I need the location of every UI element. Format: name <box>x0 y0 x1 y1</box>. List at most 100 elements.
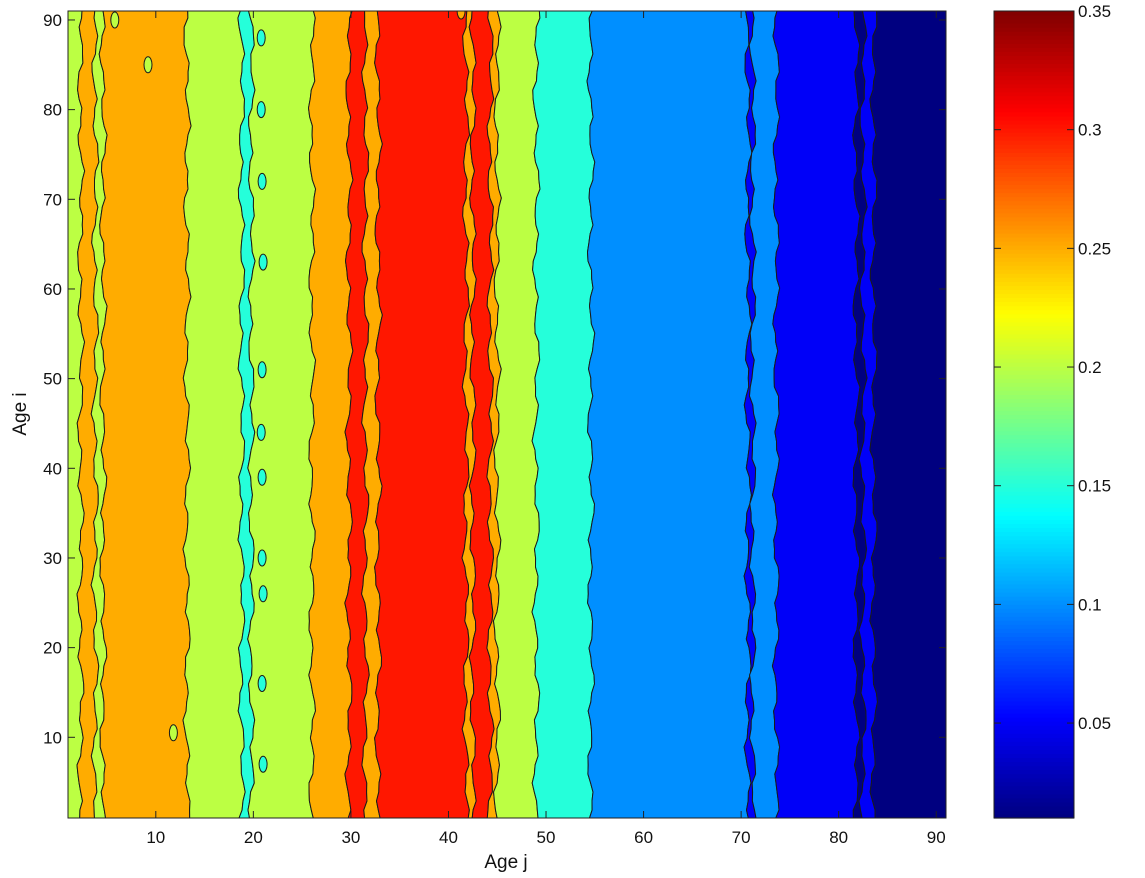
colorbar-cell <box>994 156 1074 161</box>
colorbar-cell <box>994 676 1074 682</box>
colorbar-cell <box>994 551 1074 557</box>
x-tick-label: 20 <box>244 828 263 847</box>
colorbar-gradient <box>994 11 1074 819</box>
colorbar-cell <box>994 180 1074 186</box>
colorbar-cell <box>994 329 1074 335</box>
colorbar-cell <box>994 115 1074 121</box>
colorbar-cell <box>994 535 1074 541</box>
colorbar-cell <box>994 793 1074 799</box>
colorbar-frame <box>993 10 1075 819</box>
colorbar-cell <box>994 15 1074 20</box>
colorbar: 0.05 0.1 0.15 0.2 0.25 0.3 0.35 <box>993 2 1111 819</box>
colorbar-cell <box>994 507 1074 512</box>
contour-island <box>257 361 267 379</box>
x-tick-label: 80 <box>829 828 848 847</box>
colorbar-cell <box>994 717 1074 722</box>
colorbar-cell <box>994 785 1074 791</box>
colorbar-cell <box>994 208 1074 214</box>
colorbar-cell <box>994 325 1074 331</box>
colorbar-cell <box>994 59 1074 65</box>
x-tick-label: 90 <box>927 828 946 847</box>
colorbar-cell <box>994 430 1074 436</box>
contour-island <box>256 423 266 441</box>
colorbar-cell <box>994 269 1074 274</box>
colorbar-cell <box>994 285 1074 291</box>
colorbar-cell <box>994 418 1074 424</box>
x-axis-ticks: 10 20 30 40 50 60 70 80 90 <box>146 11 946 847</box>
colorbar-cell <box>994 515 1074 521</box>
colorbar-cell <box>994 450 1074 456</box>
colorbar-cell <box>994 140 1074 145</box>
colorbar-cell <box>994 761 1074 767</box>
colorbar-cell <box>994 458 1074 464</box>
y-tick-label: 40 <box>43 459 62 478</box>
colorbar-cell <box>994 745 1074 750</box>
colorbar-cell <box>994 220 1074 226</box>
colorbar-cell <box>994 204 1074 210</box>
colorbar-cell <box>994 668 1074 674</box>
y-tick-label: 50 <box>43 370 62 389</box>
colorbar-cell <box>994 309 1074 315</box>
colorbar-cell <box>994 523 1074 529</box>
colorbar-cell <box>994 438 1074 444</box>
colorbar-cell <box>994 111 1074 117</box>
colorbar-cell <box>994 313 1074 319</box>
contour-island <box>256 29 266 47</box>
colorbar-cell <box>994 281 1074 286</box>
colorbar-cell <box>994 406 1074 412</box>
colorbar-cell <box>994 63 1074 69</box>
contour-island <box>456 11 466 20</box>
colorbar-cell <box>994 337 1074 343</box>
contour-band <box>771 11 861 818</box>
colorbar-cell <box>994 422 1074 428</box>
colorbar-cell <box>994 67 1074 73</box>
x-tick-label: 60 <box>634 828 653 847</box>
colorbar-cell <box>994 353 1074 359</box>
colorbar-cell <box>994 600 1074 605</box>
colorbar-cell <box>994 559 1074 565</box>
colorbar-cell <box>994 616 1074 621</box>
colorbar-tick-label: 0.35 <box>1078 2 1111 21</box>
colorbar-cell <box>994 475 1074 480</box>
colorbar-cell <box>994 43 1074 48</box>
colorbar-tick-label: 0.3 <box>1078 121 1102 140</box>
colorbar-cell <box>994 733 1074 738</box>
colorbar-cell <box>994 19 1074 24</box>
contour-island <box>258 755 268 773</box>
colorbar-cell <box>994 200 1074 206</box>
colorbar-cell <box>994 628 1074 633</box>
colorbar-cell <box>994 257 1074 262</box>
contour-islands <box>110 11 466 773</box>
colorbar-cell <box>994 636 1074 642</box>
contour-island <box>258 253 268 271</box>
y-tick-label: 30 <box>43 549 62 568</box>
colorbar-cell <box>994 713 1074 718</box>
colorbar-cell <box>994 612 1074 617</box>
colorbar-cell <box>994 479 1074 484</box>
contour-island <box>143 56 153 74</box>
colorbar-cell <box>994 87 1074 93</box>
y-tick-label: 80 <box>43 101 62 120</box>
colorbar-cell <box>994 466 1074 472</box>
colorbar-cell <box>994 491 1074 496</box>
colorbar-cell <box>994 402 1074 408</box>
contour-band <box>586 11 753 818</box>
colorbar-cell <box>994 386 1074 391</box>
colorbar-cell <box>994 487 1074 492</box>
colorbar-cell <box>994 91 1074 97</box>
colorbar-cell <box>994 301 1074 307</box>
colorbar-cell <box>994 688 1074 694</box>
colorbar-cell <box>994 341 1074 347</box>
contour-island <box>257 549 267 567</box>
colorbar-cell <box>994 777 1074 783</box>
colorbar-cell <box>994 592 1074 597</box>
colorbar-cell <box>994 454 1074 460</box>
colorbar-cell <box>994 664 1074 670</box>
colorbar-cell <box>994 35 1074 40</box>
colorbar-cell <box>994 729 1074 734</box>
x-tick-label: 40 <box>439 828 458 847</box>
colorbar-cell <box>994 148 1074 153</box>
colorbar-cell <box>994 543 1074 549</box>
x-tick-label: 10 <box>146 828 165 847</box>
